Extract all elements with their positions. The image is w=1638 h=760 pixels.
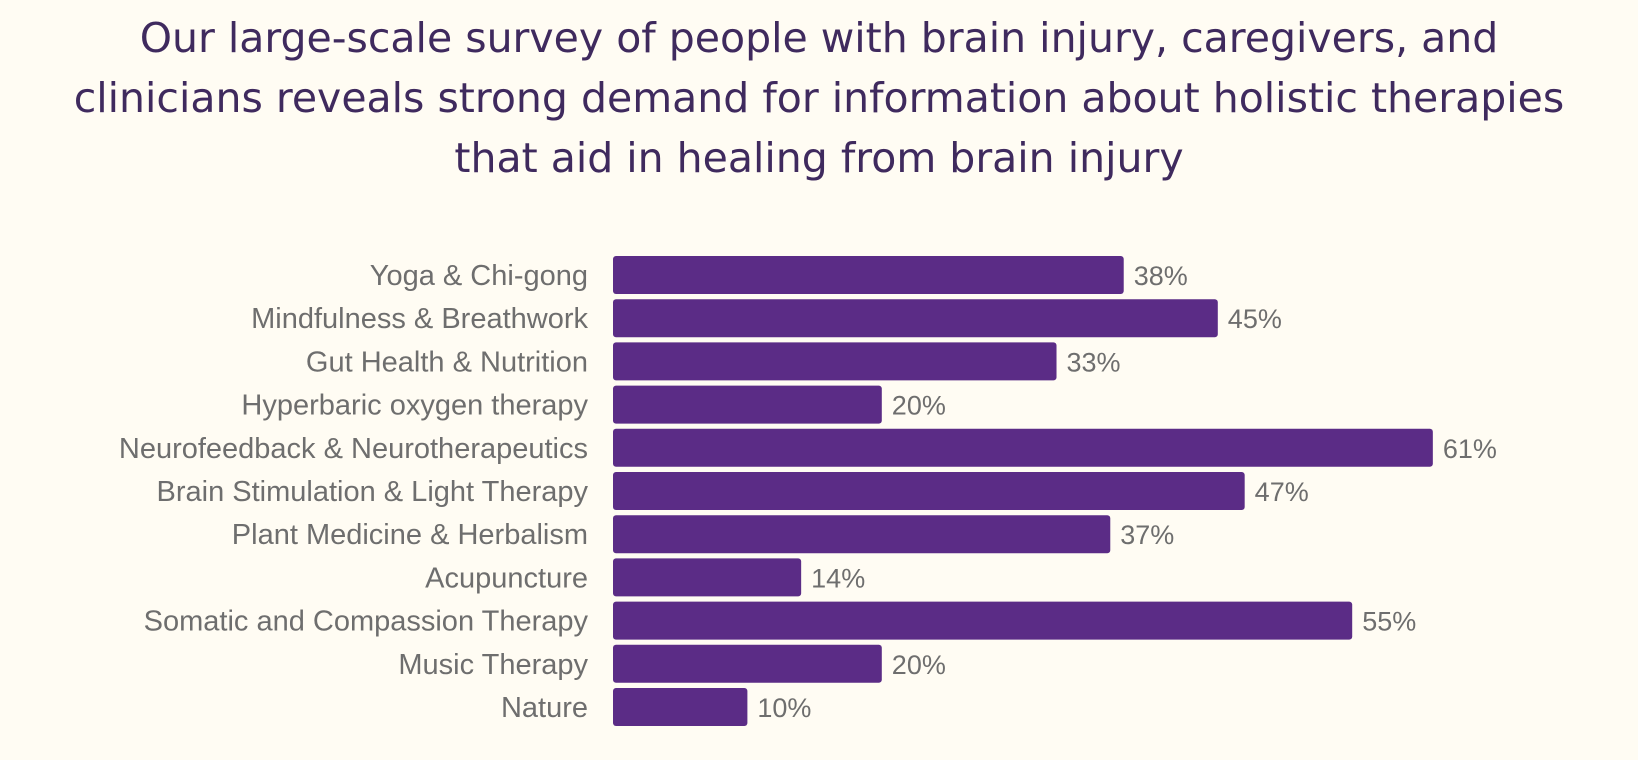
bar — [613, 644, 882, 683]
value-label: 45% — [1228, 304, 1282, 334]
value-label: 47% — [1255, 477, 1309, 507]
value-label: 20% — [892, 650, 946, 680]
bar — [613, 472, 1245, 510]
category-label: Nature — [501, 692, 588, 724]
bar — [613, 558, 802, 597]
bar — [613, 256, 1124, 294]
bar — [613, 601, 1353, 640]
category-label: Neurofeedback & Neurotherapeutics — [119, 433, 588, 465]
bar — [613, 299, 1218, 338]
chart-title: Our large-scale survey of people with br… — [73, 14, 1565, 182]
category-label: Mindfulness & Breathwork — [251, 303, 588, 335]
value-label: 61% — [1443, 434, 1497, 464]
category-label: Gut Health & Nutrition — [306, 346, 588, 378]
category-label: Yoga & Chi-gong — [370, 260, 588, 292]
value-label: 14% — [811, 563, 865, 593]
category-label: Plant Medicine & Herbalism — [232, 519, 588, 551]
value-label: 38% — [1134, 261, 1188, 291]
category-label: Music Therapy — [398, 649, 588, 681]
value-label: 20% — [892, 391, 946, 421]
category-label: Hyperbaric oxygen therapy — [241, 390, 588, 422]
value-label: 33% — [1067, 347, 1121, 377]
value-label: 37% — [1120, 520, 1174, 550]
bar — [613, 342, 1057, 381]
bar — [613, 428, 1433, 467]
value-label: 10% — [757, 693, 811, 723]
bar — [613, 385, 882, 424]
value-label: 55% — [1362, 607, 1416, 637]
category-label: Brain Stimulation & Light Therapy — [157, 476, 589, 508]
category-label: Acupuncture — [425, 562, 588, 594]
category-label: Somatic and Compassion Therapy — [144, 606, 589, 638]
bar — [613, 688, 748, 726]
bar — [613, 515, 1111, 554]
